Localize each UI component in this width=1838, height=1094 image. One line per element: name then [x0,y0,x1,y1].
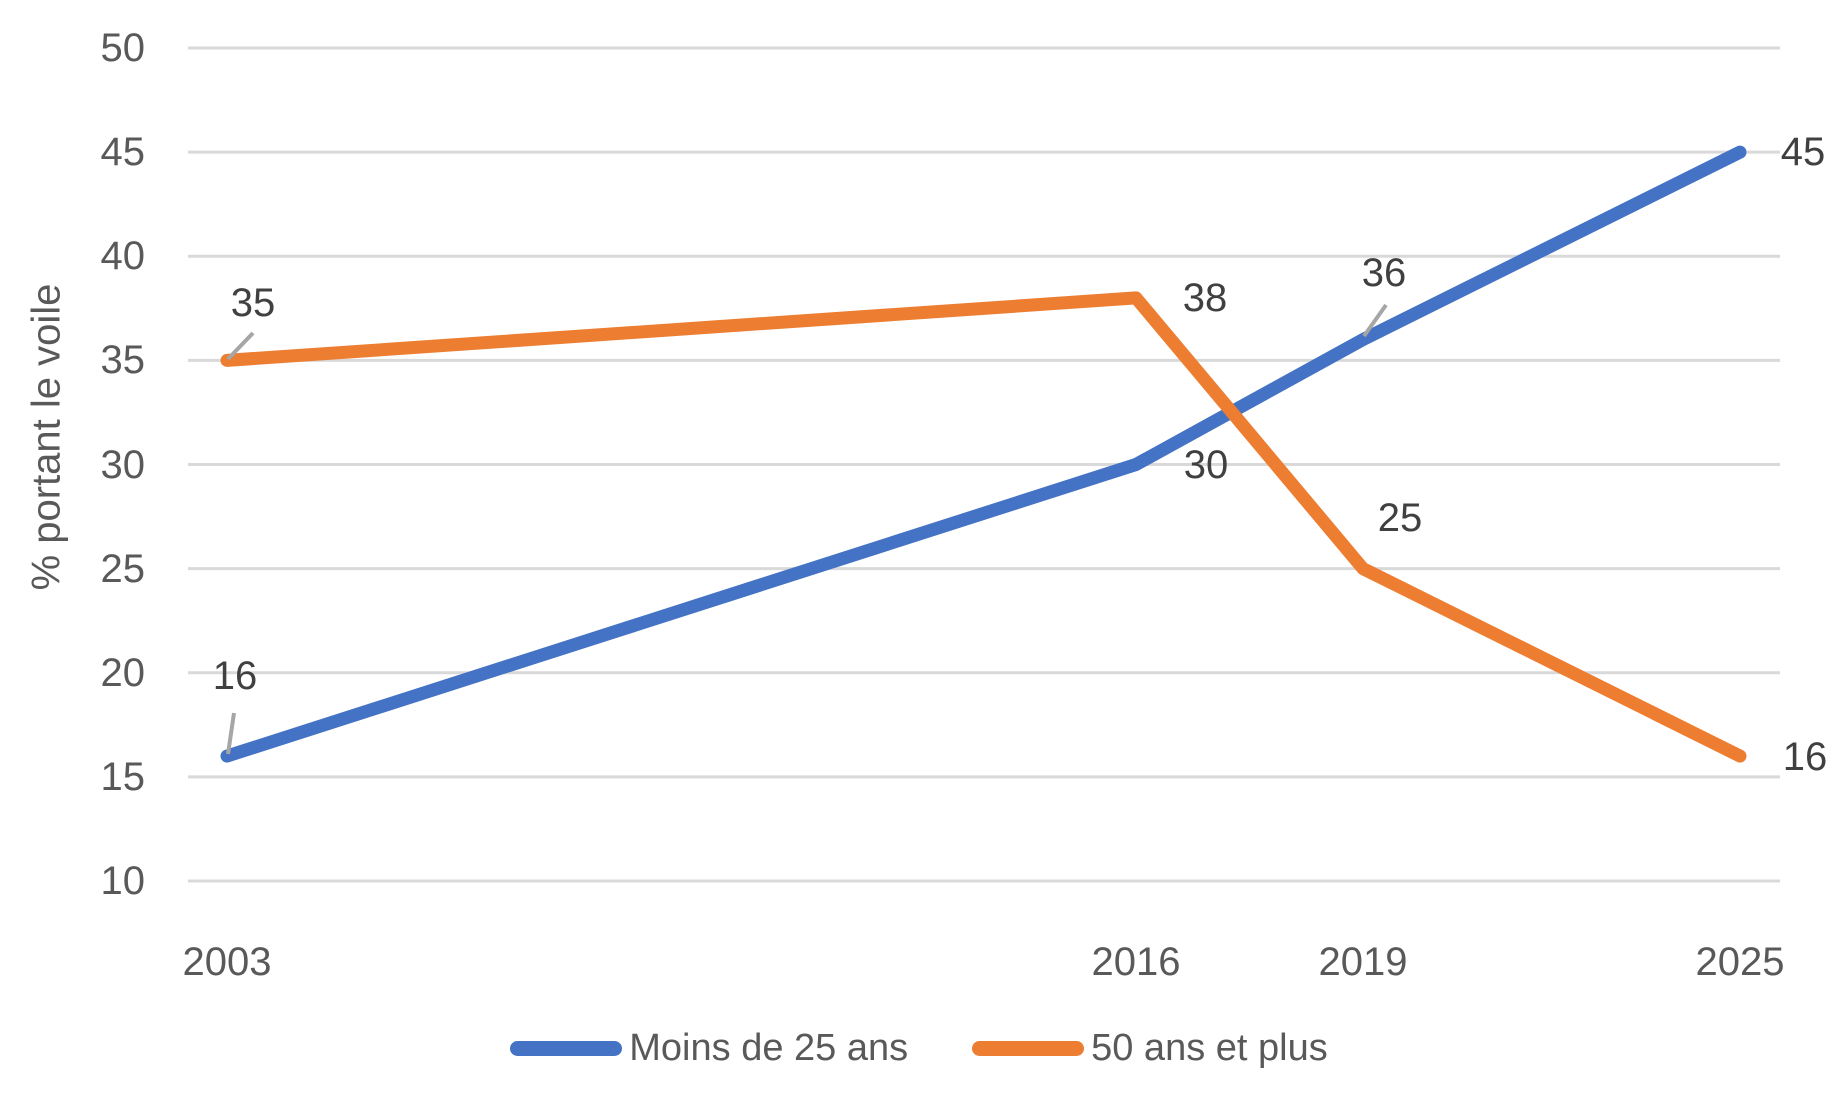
y-tick-label: 30 [100,442,146,487]
y-tick-label: 10 [100,859,146,903]
x-tick-label: 2025 [1695,940,1785,984]
data-label: 38 [1182,275,1228,320]
legend: Moins de 25 ans 50 ans et plus [0,1025,1838,1071]
x-tick-label: 2016 [1091,940,1181,984]
legend-item-moins-de-25-ans: Moins de 25 ans [510,1027,908,1070]
y-tick-label: 15 [100,754,146,799]
y-tick-label: 40 [100,234,146,279]
series-line-50-ans-et-plus [220,291,1747,763]
data-label: 36 [1361,250,1407,295]
y-tick-label: 25 [100,546,146,591]
x-tick-label: 2019 [1318,940,1408,984]
data-label: 35 [230,281,276,326]
legend-item-50-ans-et-plus: 50 ans et plus [972,1027,1328,1070]
blue-line-swatch-icon [510,1040,623,1056]
legend-label-moins-de-25-ans: Moins de 25 ans [629,1026,909,1069]
y-tick-label: 20 [100,650,146,695]
series-line-moins-de-25-ans [220,145,1747,763]
y-tick-label: 45 [100,130,146,175]
data-label: 25 [1377,495,1423,540]
data-label: 45 [1780,130,1826,175]
leader-line [226,331,255,361]
data-label: 16 [212,654,258,699]
data-label: 16 [1782,735,1828,780]
legend-label-50-ans-et-plus: 50 ans et plus [1091,1026,1328,1069]
x-tick-label: 2003 [182,940,272,984]
orange-line-swatch-icon [972,1040,1085,1056]
leader-line [1362,303,1388,338]
data-label: 30 [1183,442,1229,487]
leader-line [226,712,236,755]
y-tick-label: 35 [100,338,146,383]
y-tick-label: 50 [100,26,146,70]
